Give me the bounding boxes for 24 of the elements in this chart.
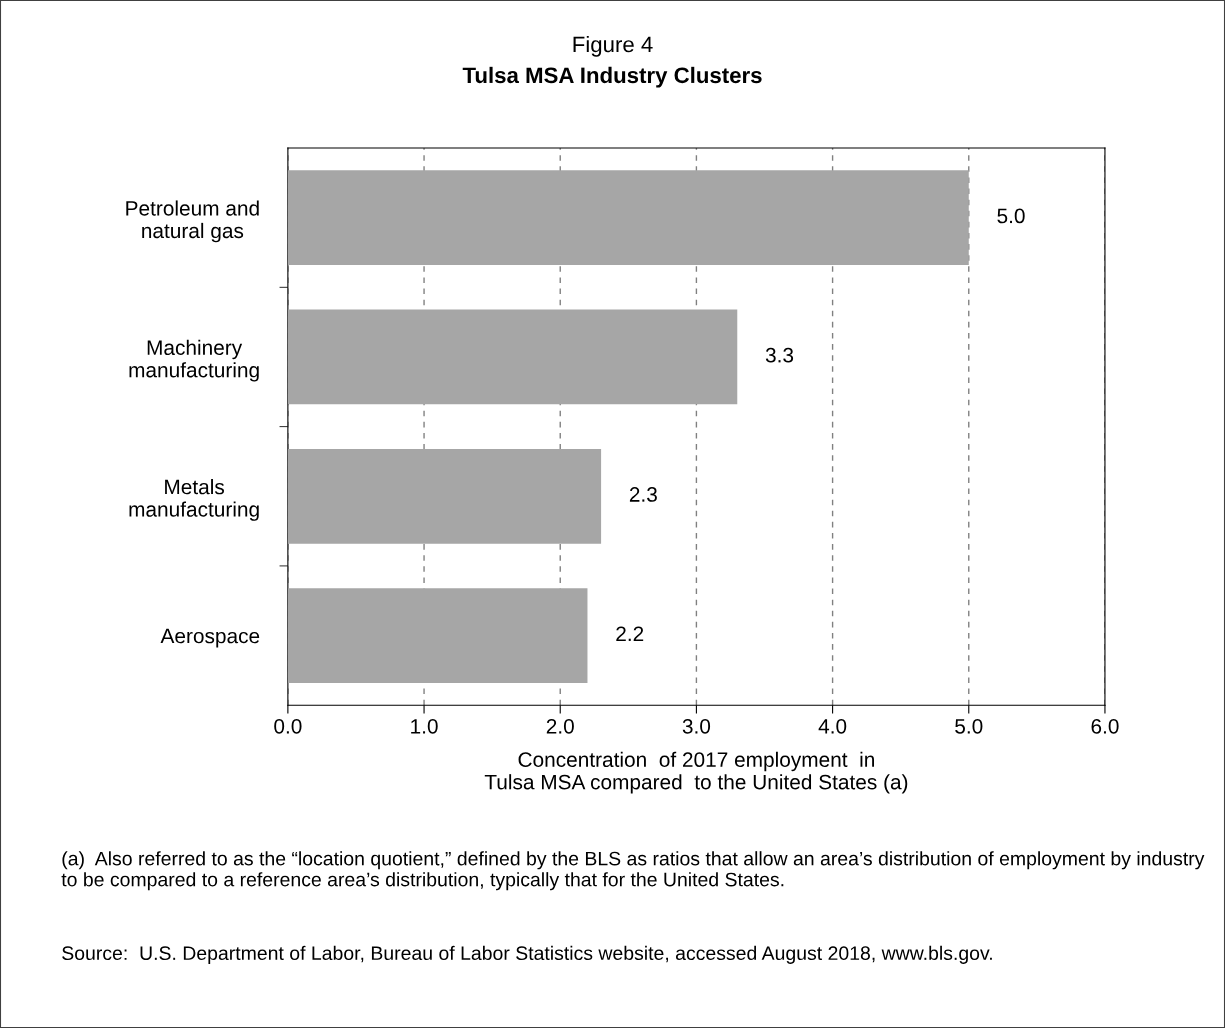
y-tick-label: Metals manufacturing (129, 479, 259, 521)
chart-title: Figure 4 (573, 35, 653, 57)
bar (287, 448, 602, 544)
text: (a) Also referred to as the “location quotient,” defined by the BLS as ratios that allow an area’s distribution of employment by industry to be compared to a reference area’s distribution, typically that for the United States. (61, 851, 1205, 891)
bar (287, 170, 969, 266)
x-tick-label: 5.0 (955, 718, 983, 734)
chart-subtitle: Tulsa MSA Industry Clusters (462, 66, 762, 88)
y-tick-label: Machinery manufacturing (129, 339, 259, 382)
x-tick-label: 4.0 (818, 718, 847, 734)
data-label: 5.0 (997, 208, 1025, 224)
bar (287, 588, 588, 683)
x-axis-title: Concentration of 2017 employment in Tulsa MSA compared to the United States (a) (484, 751, 908, 794)
x-tick-label: 6.0 (1091, 718, 1119, 734)
source-note: Source: U.S. Department of Labor, Bureau of Labor Statistics website, accessed August 2018, www.bls.gov. (62, 945, 992, 964)
y-tick-label: Aerospace (160, 628, 260, 648)
x-tick-label: 3.0 (682, 718, 711, 734)
x-tick-label: 1.0 (411, 718, 438, 734)
x-tick-label: 0.0 (274, 718, 302, 734)
y-tick-label: Petroleum and natural gas (126, 200, 259, 243)
bar (287, 309, 738, 405)
x-tick-label: 2.0 (546, 718, 574, 734)
data-label: 2.2 (616, 626, 644, 641)
data-label: 3.3 (765, 347, 794, 363)
data-label: 2.3 (629, 487, 657, 502)
